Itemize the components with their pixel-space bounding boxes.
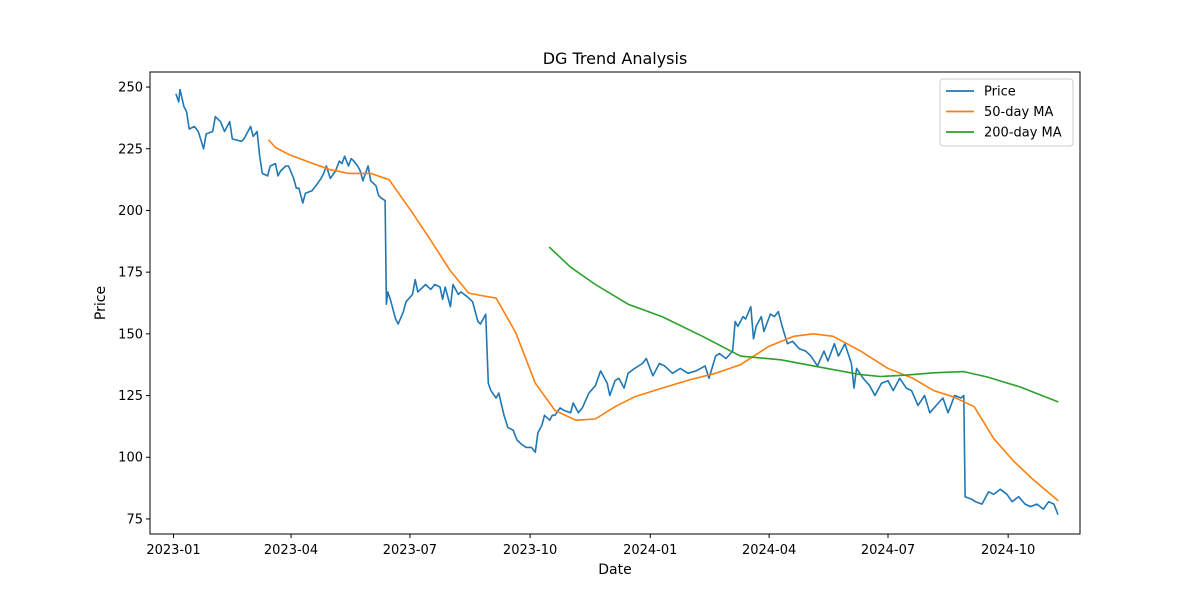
plot-frame bbox=[149, 71, 1081, 535]
y-tick-label: 75 bbox=[126, 512, 143, 527]
y-axis-title: Price bbox=[93, 286, 109, 320]
legend-box bbox=[939, 78, 1074, 147]
x-axis: 2023-01 2023-04 2023-07 2023-10 2024-01 2024-… bbox=[146, 534, 1035, 558]
y-tick-label: 250 bbox=[118, 81, 143, 96]
legend: Price 50-day MA 200-day MA bbox=[939, 78, 1074, 147]
x-tick-label: 2024-01 bbox=[623, 543, 677, 558]
x-axis-title: Date bbox=[598, 562, 631, 578]
legend-label-3: 200-day MA bbox=[984, 126, 1062, 141]
x-tick-label: 2024-10 bbox=[981, 543, 1035, 558]
series-line-1 bbox=[175, 88, 1059, 515]
y-axis: 75 100 125 150 175 200 225 250 bbox=[118, 81, 150, 527]
x-tick-label: 2023-04 bbox=[264, 543, 318, 558]
series-layer bbox=[175, 88, 1059, 515]
y-tick-label: 225 bbox=[118, 142, 143, 157]
series-line-3 bbox=[548, 246, 1059, 403]
legend-label-2: 50-day MA bbox=[984, 105, 1053, 120]
y-tick-label: 125 bbox=[118, 389, 143, 404]
x-tick-label: 2023-07 bbox=[383, 543, 437, 558]
series-line-2 bbox=[268, 139, 1059, 502]
x-tick-label: 2023-01 bbox=[146, 543, 200, 558]
y-tick-label: 175 bbox=[118, 266, 143, 281]
x-tick-label: 2024-07 bbox=[861, 543, 915, 558]
x-tick-label: 2024-04 bbox=[742, 543, 796, 558]
x-tick-label: 2023-10 bbox=[503, 543, 557, 558]
y-tick-label: 200 bbox=[118, 204, 143, 219]
y-tick-label: 100 bbox=[118, 451, 143, 466]
y-tick-label: 150 bbox=[118, 327, 143, 342]
chart-title: DG Trend Analysis bbox=[543, 49, 688, 68]
legend-label-1: Price bbox=[984, 85, 1016, 100]
